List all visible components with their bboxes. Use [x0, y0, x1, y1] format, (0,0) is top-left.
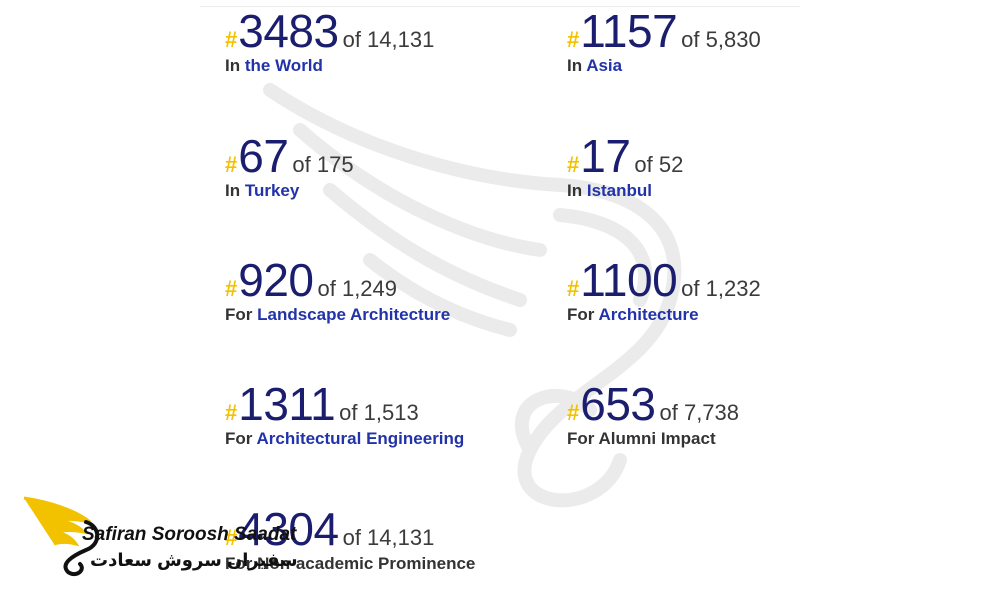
- rank-prefix: For: [225, 554, 253, 573]
- rank-total: of 52: [634, 152, 684, 177]
- ranking-alumni-impact: #653 of 7,738 For Alumni Impact: [567, 381, 739, 449]
- rank-total: of 14,131: [342, 27, 435, 52]
- hash-icon: #: [567, 152, 580, 177]
- ranking-landscape-architecture: #920 of 1,249 For Landscape Architecture: [225, 257, 450, 325]
- hash-icon: #: [225, 152, 238, 177]
- rank-number: 653: [580, 378, 656, 430]
- rank-number: 17: [580, 130, 631, 182]
- rank-prefix: In: [567, 56, 583, 75]
- rank-total: of 175: [292, 152, 354, 177]
- rank-number: 67: [238, 130, 289, 182]
- rank-category-link[interactable]: Architectural Engineering: [256, 429, 465, 448]
- wing-logo-icon: [23, 496, 100, 577]
- rank-number: 1311: [238, 378, 336, 430]
- rank-number: 920: [238, 254, 314, 306]
- hash-icon: #: [567, 27, 580, 52]
- ranking-architectural-engineering: #1311 of 1,513 For Architectural Engineer…: [225, 381, 464, 449]
- rank-category-link[interactable]: Architecture: [598, 305, 699, 324]
- rank-category-link[interactable]: Asia: [586, 56, 623, 75]
- top-divider: [200, 6, 800, 7]
- rank-category: Non-academic Prominence: [257, 554, 476, 573]
- rank-total: of 5,830: [681, 27, 761, 52]
- rank-number: 3483: [238, 5, 339, 57]
- hash-icon: #: [567, 400, 580, 425]
- rank-category-link[interactable]: Turkey: [244, 181, 300, 200]
- ranking-asia: #1157 of 5,830 In Asia: [567, 8, 761, 76]
- hash-icon: #: [225, 27, 238, 52]
- rank-total: of 1,232: [681, 276, 761, 301]
- hash-icon: #: [225, 276, 238, 301]
- rank-category-link[interactable]: the World: [244, 56, 323, 75]
- ranking-non-academic-prominence: #4304 of 14,131 For Non-academic Prominen…: [225, 506, 475, 574]
- hash-icon: #: [567, 276, 580, 301]
- logo-name-english: Safiran Soroosh Saadat: [82, 524, 297, 545]
- rank-number: 4304: [238, 503, 339, 555]
- rank-prefix: For: [225, 429, 253, 448]
- company-logo: Safiran Soroosh Saadat سفیران سروش سعادت: [20, 492, 298, 582]
- rank-category: Alumni Impact: [598, 429, 716, 448]
- rank-number: 1100: [580, 254, 678, 306]
- logo-name-persian: سفیران سروش سعادت: [90, 550, 298, 570]
- rank-prefix: For: [567, 429, 595, 448]
- rank-total: of 14,131: [342, 525, 435, 550]
- rank-category-link[interactable]: Landscape Architecture: [257, 305, 451, 324]
- ranking-istanbul: #17 of 52 In Istanbul: [567, 133, 683, 201]
- rank-number: 1157: [580, 5, 678, 57]
- hash-icon: #: [225, 400, 238, 425]
- rank-prefix: In: [225, 56, 241, 75]
- ranking-turkey: #67 of 175 In Turkey: [225, 133, 354, 201]
- hash-icon: #: [225, 525, 238, 550]
- rank-total: of 7,738: [659, 400, 740, 425]
- rank-total: of 1,513: [339, 400, 419, 425]
- rank-prefix: In: [225, 181, 241, 200]
- rank-prefix: For: [225, 305, 253, 324]
- rank-total: of 1,249: [317, 276, 398, 301]
- rank-prefix: In: [567, 181, 583, 200]
- rank-category-link[interactable]: Istanbul: [586, 181, 653, 200]
- ranking-architecture: #1100 of 1,232 For Architecture: [567, 257, 761, 325]
- rank-prefix: For: [567, 305, 595, 324]
- ranking-world: #3483 of 14,131 In the World: [225, 8, 434, 76]
